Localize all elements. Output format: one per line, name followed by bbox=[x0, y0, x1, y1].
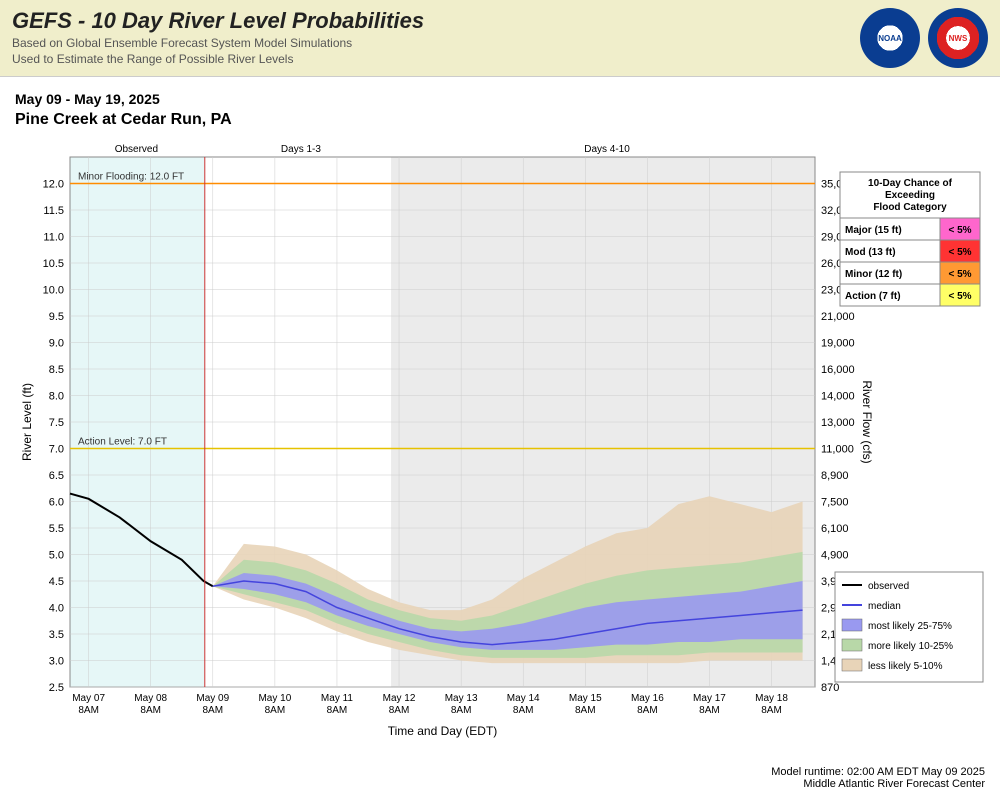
chart-area: May 09 - May 19, 2025 Pine Creek at Ceda… bbox=[0, 77, 1000, 767]
svg-text:< 5%: < 5% bbox=[948, 269, 971, 280]
svg-text:8AM: 8AM bbox=[140, 705, 161, 716]
svg-text:8AM: 8AM bbox=[637, 705, 658, 716]
svg-text:May 14: May 14 bbox=[507, 693, 540, 704]
svg-text:Days 1-3: Days 1-3 bbox=[281, 144, 321, 155]
svg-text:11,000: 11,000 bbox=[821, 444, 854, 456]
svg-text:River Flow (cfs): River Flow (cfs) bbox=[860, 380, 874, 463]
subtitle-1: Based on Global Ensemble Forecast System… bbox=[12, 36, 424, 50]
svg-text:14,000: 14,000 bbox=[821, 391, 855, 403]
svg-text:4,900: 4,900 bbox=[821, 550, 849, 562]
svg-text:3.5: 3.5 bbox=[49, 629, 64, 641]
svg-text:10.5: 10.5 bbox=[43, 258, 64, 270]
svg-text:11.0: 11.0 bbox=[43, 232, 64, 244]
svg-text:May 10: May 10 bbox=[258, 693, 291, 704]
svg-text:8AM: 8AM bbox=[327, 705, 348, 716]
svg-text:7.5: 7.5 bbox=[49, 417, 64, 429]
svg-text:21,000: 21,000 bbox=[821, 311, 855, 323]
svg-text:8,900: 8,900 bbox=[821, 470, 849, 482]
svg-text:Days 4-10: Days 4-10 bbox=[584, 144, 630, 155]
svg-text:Action (7 ft): Action (7 ft) bbox=[845, 291, 901, 302]
subtitle-2: Used to Estimate the Range of Possible R… bbox=[12, 52, 424, 66]
chart-svg: 2.58703.01,4003.52,1004.02,9004.53,9005.… bbox=[15, 137, 985, 757]
svg-text:6,100: 6,100 bbox=[821, 523, 849, 535]
svg-text:May 15: May 15 bbox=[569, 693, 602, 704]
svg-text:5.5: 5.5 bbox=[49, 523, 64, 535]
svg-text:12.0: 12.0 bbox=[43, 179, 64, 191]
nws-logo-icon: NWS bbox=[928, 8, 988, 68]
svg-text:Observed: Observed bbox=[115, 144, 158, 155]
svg-text:May 07: May 07 bbox=[72, 693, 105, 704]
svg-text:May 09: May 09 bbox=[196, 693, 229, 704]
footer: Model runtime: 02:00 AM EDT May 09 2025 … bbox=[771, 766, 985, 790]
svg-text:7,500: 7,500 bbox=[821, 497, 849, 509]
svg-text:Exceeding: Exceeding bbox=[885, 190, 935, 201]
svg-text:< 5%: < 5% bbox=[948, 225, 971, 236]
svg-text:Minor (12 ft): Minor (12 ft) bbox=[845, 269, 902, 280]
svg-text:13,000: 13,000 bbox=[821, 417, 855, 429]
svg-text:10.0: 10.0 bbox=[43, 285, 64, 297]
header-text: GEFS - 10 Day River Level Probabilities … bbox=[12, 8, 424, 68]
logos: NOAA NWS bbox=[860, 8, 988, 68]
svg-text:Mod (13 ft): Mod (13 ft) bbox=[845, 247, 896, 258]
svg-text:less likely 5-10%: less likely 5-10% bbox=[868, 661, 943, 672]
svg-text:median: median bbox=[868, 601, 901, 612]
runtime: Model runtime: 02:00 AM EDT May 09 2025 bbox=[771, 766, 985, 778]
svg-text:8AM: 8AM bbox=[513, 705, 534, 716]
svg-text:Minor Flooding: 12.0 FT: Minor Flooding: 12.0 FT bbox=[78, 172, 184, 183]
date-range: May 09 - May 19, 2025 bbox=[15, 91, 985, 107]
svg-text:16,000: 16,000 bbox=[821, 364, 855, 376]
svg-text:8AM: 8AM bbox=[575, 705, 596, 716]
svg-text:8AM: 8AM bbox=[699, 705, 720, 716]
svg-text:most likely 25-75%: most likely 25-75% bbox=[868, 621, 952, 632]
svg-text:observed: observed bbox=[868, 581, 909, 592]
svg-text:May 08: May 08 bbox=[134, 693, 167, 704]
svg-text:2.5: 2.5 bbox=[49, 682, 64, 694]
svg-text:May 12: May 12 bbox=[383, 693, 416, 704]
svg-text:< 5%: < 5% bbox=[948, 247, 971, 258]
svg-text:8AM: 8AM bbox=[78, 705, 99, 716]
svg-text:8.0: 8.0 bbox=[49, 391, 64, 403]
svg-text:11.5: 11.5 bbox=[43, 205, 64, 217]
center: Middle Atlantic River Forecast Center bbox=[771, 778, 985, 790]
svg-text:4.0: 4.0 bbox=[49, 603, 64, 615]
svg-text:6.0: 6.0 bbox=[49, 497, 64, 509]
noaa-logo-icon: NOAA bbox=[860, 8, 920, 68]
svg-text:19,000: 19,000 bbox=[821, 338, 855, 350]
svg-text:6.5: 6.5 bbox=[49, 470, 64, 482]
svg-text:9.0: 9.0 bbox=[49, 338, 64, 350]
svg-text:8AM: 8AM bbox=[389, 705, 410, 716]
svg-text:Major (15 ft): Major (15 ft) bbox=[845, 225, 902, 236]
location: Pine Creek at Cedar Run, PA bbox=[15, 111, 985, 129]
svg-text:8.5: 8.5 bbox=[49, 364, 64, 376]
svg-text:May 13: May 13 bbox=[445, 693, 478, 704]
svg-text:May 11: May 11 bbox=[321, 693, 353, 704]
svg-text:Flood Category: Flood Category bbox=[873, 202, 947, 213]
svg-text:Time and Day (EDT): Time and Day (EDT) bbox=[388, 724, 498, 738]
svg-text:May 18: May 18 bbox=[755, 693, 788, 704]
svg-text:< 5%: < 5% bbox=[948, 291, 971, 302]
main-title: GEFS - 10 Day River Level Probabilities bbox=[12, 8, 424, 34]
svg-text:8AM: 8AM bbox=[761, 705, 782, 716]
svg-text:River Level (ft): River Level (ft) bbox=[20, 383, 34, 461]
header-bar: GEFS - 10 Day River Level Probabilities … bbox=[0, 0, 1000, 77]
svg-text:8AM: 8AM bbox=[203, 705, 224, 716]
svg-text:4.5: 4.5 bbox=[49, 576, 64, 588]
svg-text:3.0: 3.0 bbox=[49, 656, 64, 668]
svg-text:8AM: 8AM bbox=[451, 705, 472, 716]
svg-text:7.0: 7.0 bbox=[49, 444, 64, 456]
svg-text:May 16: May 16 bbox=[631, 693, 664, 704]
svg-text:May 17: May 17 bbox=[693, 693, 726, 704]
svg-text:5.0: 5.0 bbox=[49, 550, 64, 562]
svg-text:more likely 10-25%: more likely 10-25% bbox=[868, 641, 953, 652]
svg-text:Action Level: 7.0 FT: Action Level: 7.0 FT bbox=[78, 437, 167, 448]
svg-text:9.5: 9.5 bbox=[49, 311, 64, 323]
svg-text:8AM: 8AM bbox=[265, 705, 286, 716]
svg-text:10-Day Chance of: 10-Day Chance of bbox=[868, 178, 953, 189]
svg-text:870: 870 bbox=[821, 682, 839, 694]
